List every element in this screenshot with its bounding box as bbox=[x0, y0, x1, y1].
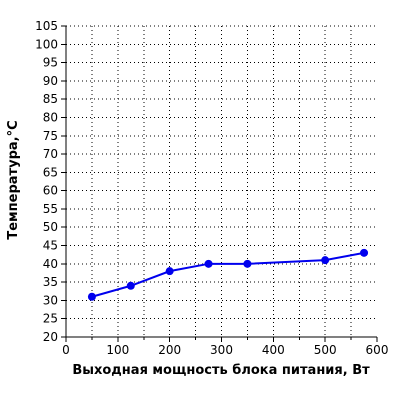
data-point bbox=[165, 267, 174, 276]
y-tick-label: 40 bbox=[43, 257, 58, 271]
y-tick-label: 45 bbox=[43, 239, 58, 253]
y-tick-label: 20 bbox=[43, 330, 58, 344]
x-tick-label: 0 bbox=[62, 343, 70, 357]
x-tick-label: 200 bbox=[158, 343, 181, 357]
x-tick-label: 400 bbox=[262, 343, 285, 357]
y-tick-label: 25 bbox=[43, 312, 58, 326]
y-tick-label: 90 bbox=[43, 74, 58, 88]
series bbox=[87, 248, 369, 301]
y-tick-label: 105 bbox=[35, 19, 58, 33]
axes bbox=[61, 25, 378, 342]
x-tick-label: 100 bbox=[106, 343, 129, 357]
data-point bbox=[321, 256, 330, 265]
x-axis-title: Выходная мощность блока питания, Вт bbox=[72, 363, 370, 378]
data-point bbox=[204, 259, 213, 268]
x-tick-label: 600 bbox=[366, 343, 389, 357]
y-tick-label: 50 bbox=[43, 220, 58, 234]
y-tick-label: 55 bbox=[43, 202, 58, 216]
y-tick-label: 35 bbox=[43, 275, 58, 289]
y-tick-label: 65 bbox=[43, 165, 58, 179]
x-tick-label: 500 bbox=[314, 343, 337, 357]
y-tick-label: 30 bbox=[43, 293, 58, 307]
data-point bbox=[360, 248, 369, 257]
data-point bbox=[87, 292, 96, 301]
y-tick-label: 85 bbox=[43, 92, 58, 106]
y-axis-title: Температура,°C bbox=[6, 120, 21, 239]
y-tick-label: 60 bbox=[43, 184, 58, 198]
tick-labels: 20 25 30 35 40 45 50 55 60 65 70 75 80 85 90 95 100 105 0 1… bbox=[35, 19, 388, 357]
data-point bbox=[126, 281, 135, 290]
x-tick-label: 300 bbox=[210, 343, 233, 357]
y-tick-label: 100 bbox=[35, 37, 58, 51]
y-tick-label: 80 bbox=[43, 110, 58, 124]
y-tick-label: 95 bbox=[43, 56, 58, 70]
y-tick-label: 70 bbox=[43, 147, 58, 161]
data-point bbox=[243, 259, 252, 268]
y-tick-label: 75 bbox=[43, 129, 58, 143]
